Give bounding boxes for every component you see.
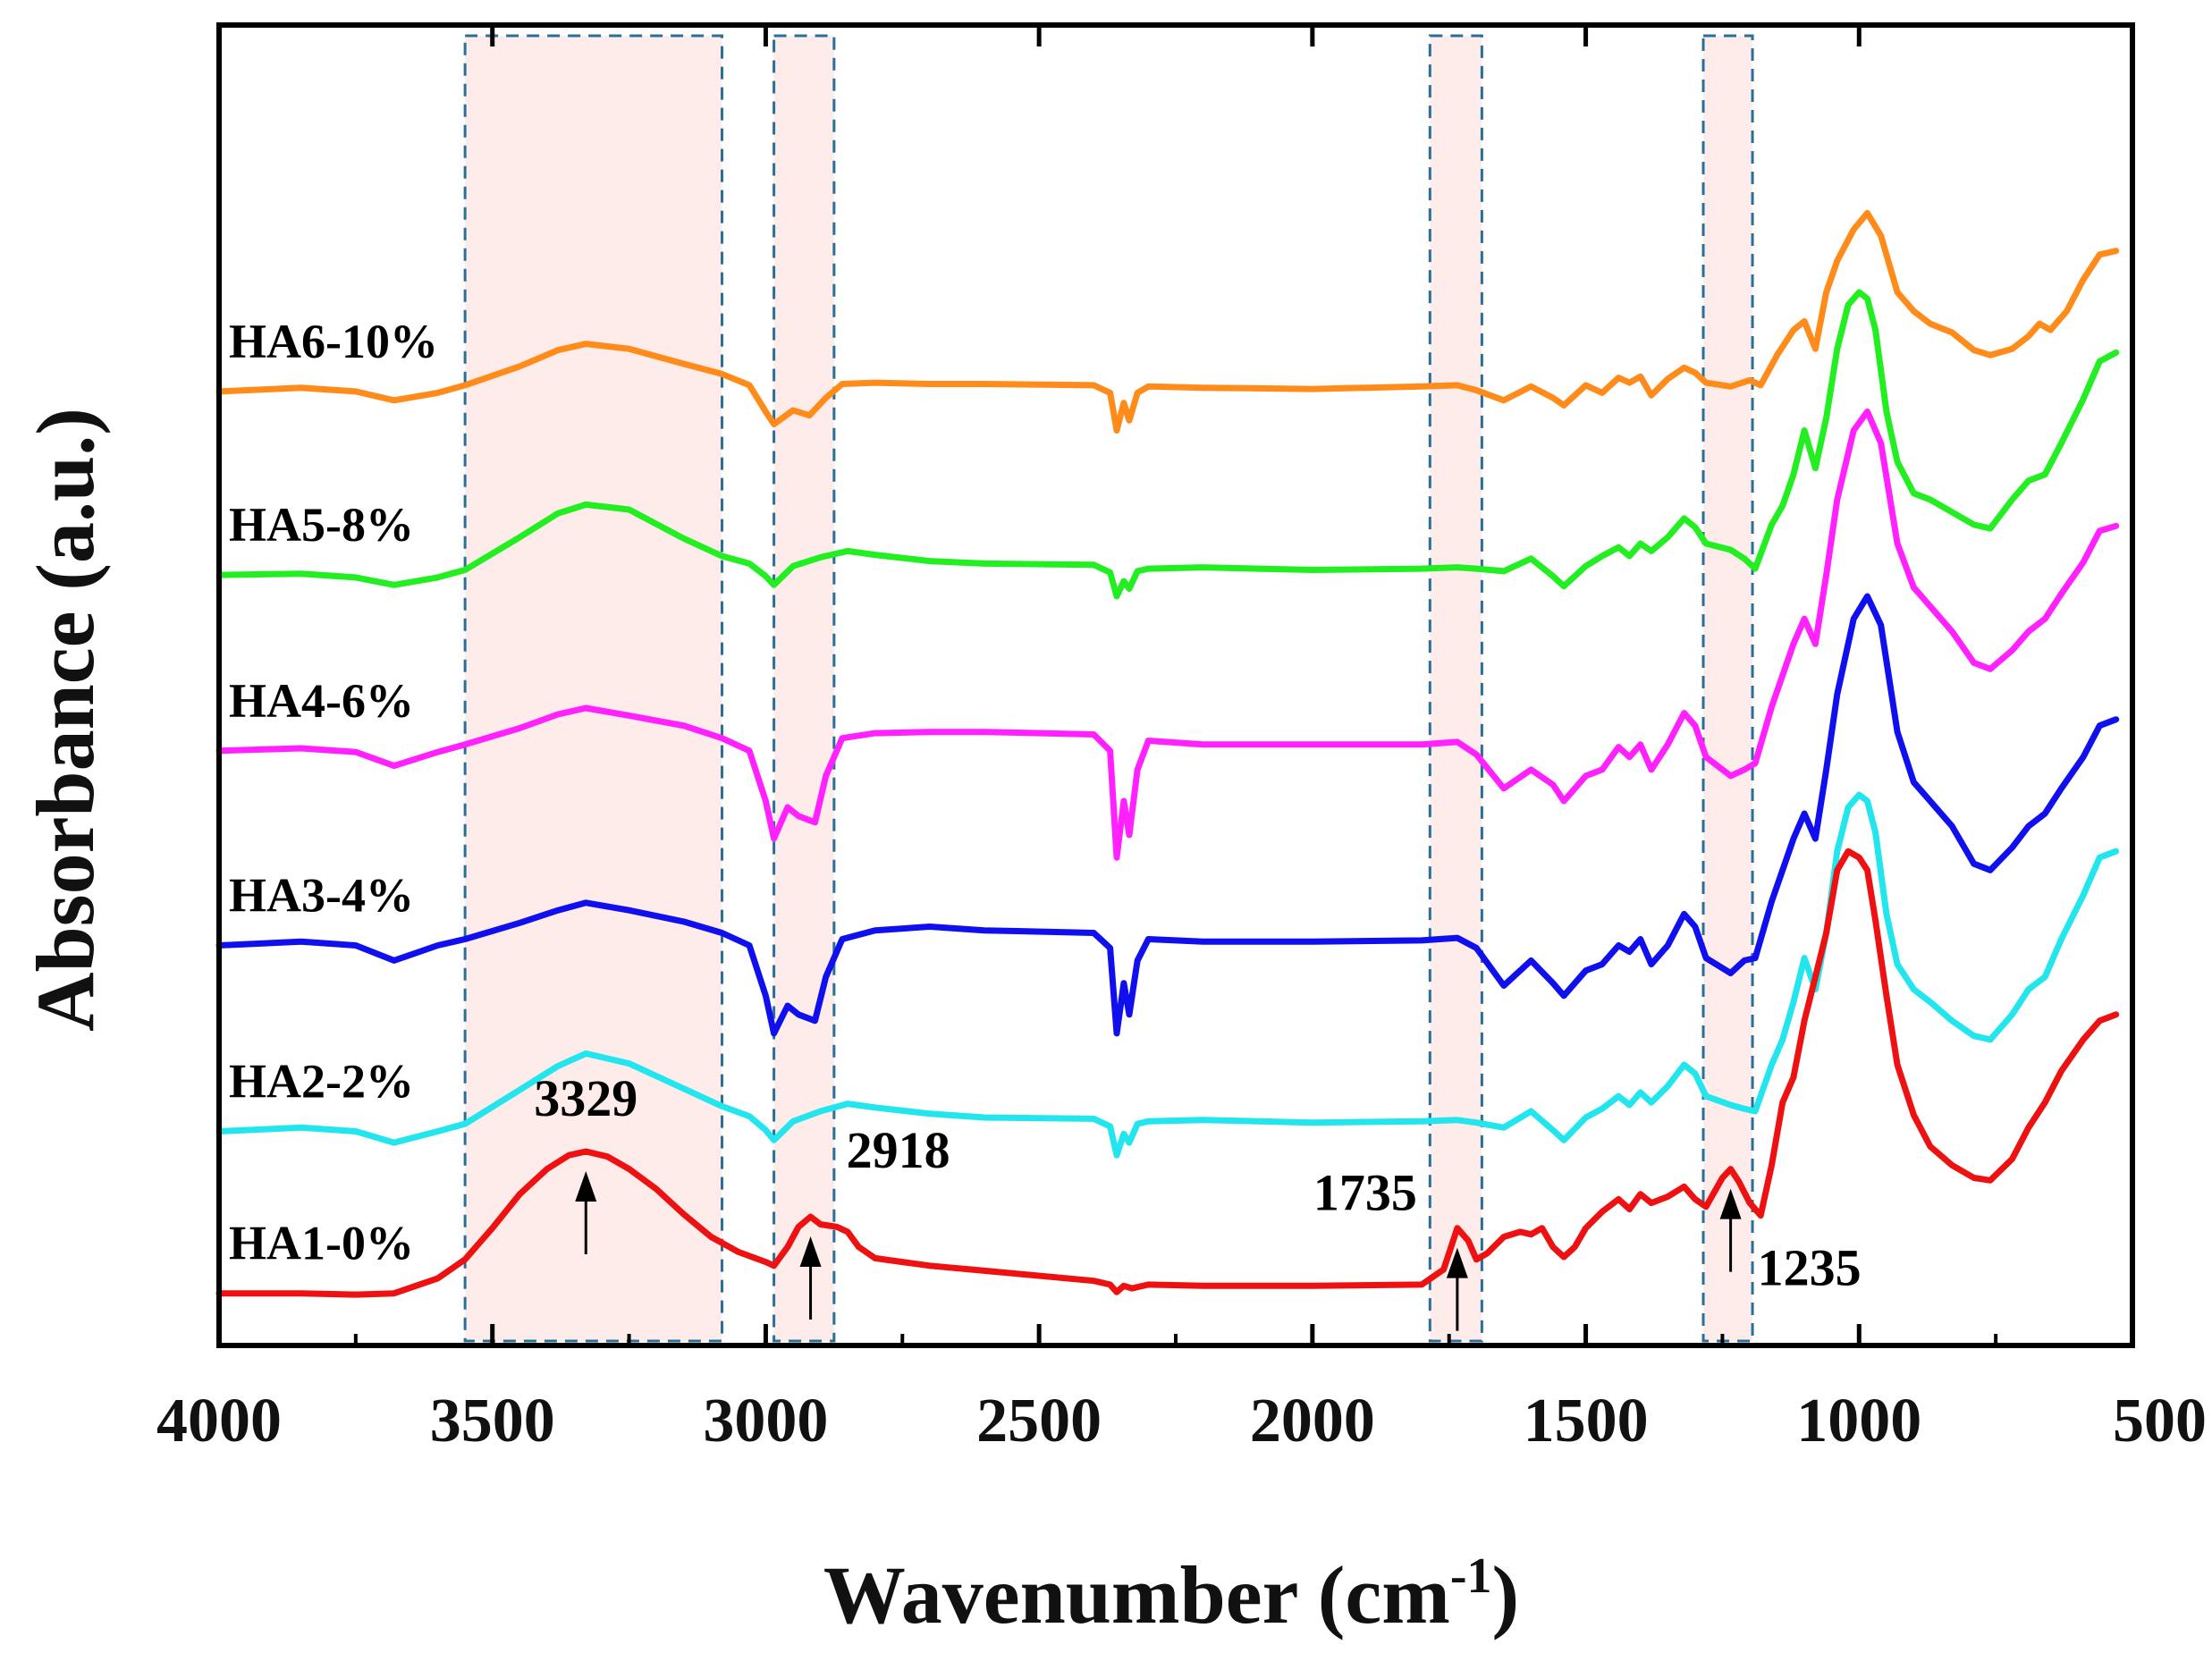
- series-label-1: HA6-10%: [229, 315, 438, 368]
- series-line-6: [215, 848, 2120, 1298]
- peak-arrow-head-1: [575, 1170, 597, 1202]
- peak-arrow-head-4: [1719, 1188, 1742, 1219]
- x-tick-label-500: 500: [2113, 1387, 2207, 1455]
- y-axis-title: Absorbance (a.u.): [20, 408, 111, 1032]
- x-tick-label-1500: 1500: [1524, 1387, 1649, 1455]
- x-axis-title-superscript: -1: [1450, 1548, 1492, 1604]
- highlight-band-2: [773, 34, 836, 1343]
- series-line-1: [215, 209, 2120, 434]
- x-tick-label-3500: 3500: [430, 1387, 555, 1455]
- peak-label-2: 2918: [847, 1121, 950, 1179]
- x-tick-label-3000: 3000: [703, 1387, 828, 1455]
- highlight-bands: [463, 34, 1754, 1343]
- series-label-5: HA2-2%: [229, 1055, 414, 1109]
- peak-annotations: 3329 2918 1735 1235: [534, 1069, 1862, 1331]
- spectra-series: HA6-10% HA5-8% HA4-6% HA3-4% HA2-2% HA1-0%: [215, 209, 2120, 1298]
- peak-label-3: 1735: [1313, 1164, 1417, 1222]
- highlight-band-1: [463, 34, 724, 1343]
- x-axis-title: Wavenumber (cm-1): [823, 1548, 1519, 1640]
- series-label-3: HA4-6%: [229, 674, 414, 728]
- x-tick-label-1000: 1000: [1796, 1387, 1921, 1455]
- x-tick-label-2000: 2000: [1250, 1387, 1375, 1455]
- series-label-4: HA3-4%: [229, 869, 414, 923]
- peak-label-1: 3329: [534, 1069, 637, 1127]
- x-axis-ticks: 4000 3500 3000 2500 2000 1500 1000 500: [156, 25, 2207, 1455]
- series-line-3: [215, 408, 2120, 861]
- series-line-5: [215, 791, 2120, 1159]
- series-line-2: [215, 289, 2120, 600]
- x-tick-label-2500: 2500: [976, 1387, 1102, 1455]
- peak-arrow-head-3: [1446, 1247, 1468, 1278]
- x-axis-title-close: ): [1492, 1549, 1520, 1640]
- highlight-band-3: [1428, 34, 1483, 1343]
- highlight-band-4: [1701, 34, 1754, 1343]
- series-label-6: HA1-0%: [229, 1217, 414, 1270]
- peak-label-4: 1235: [1758, 1239, 1862, 1297]
- peak-arrow-head-2: [799, 1236, 822, 1268]
- x-tick-label-4000: 4000: [156, 1387, 282, 1455]
- series-label-2: HA5-8%: [229, 498, 414, 552]
- series-line-4: [215, 593, 2120, 1037]
- x-axis-title-main: Wavenumber (cm: [823, 1549, 1450, 1640]
